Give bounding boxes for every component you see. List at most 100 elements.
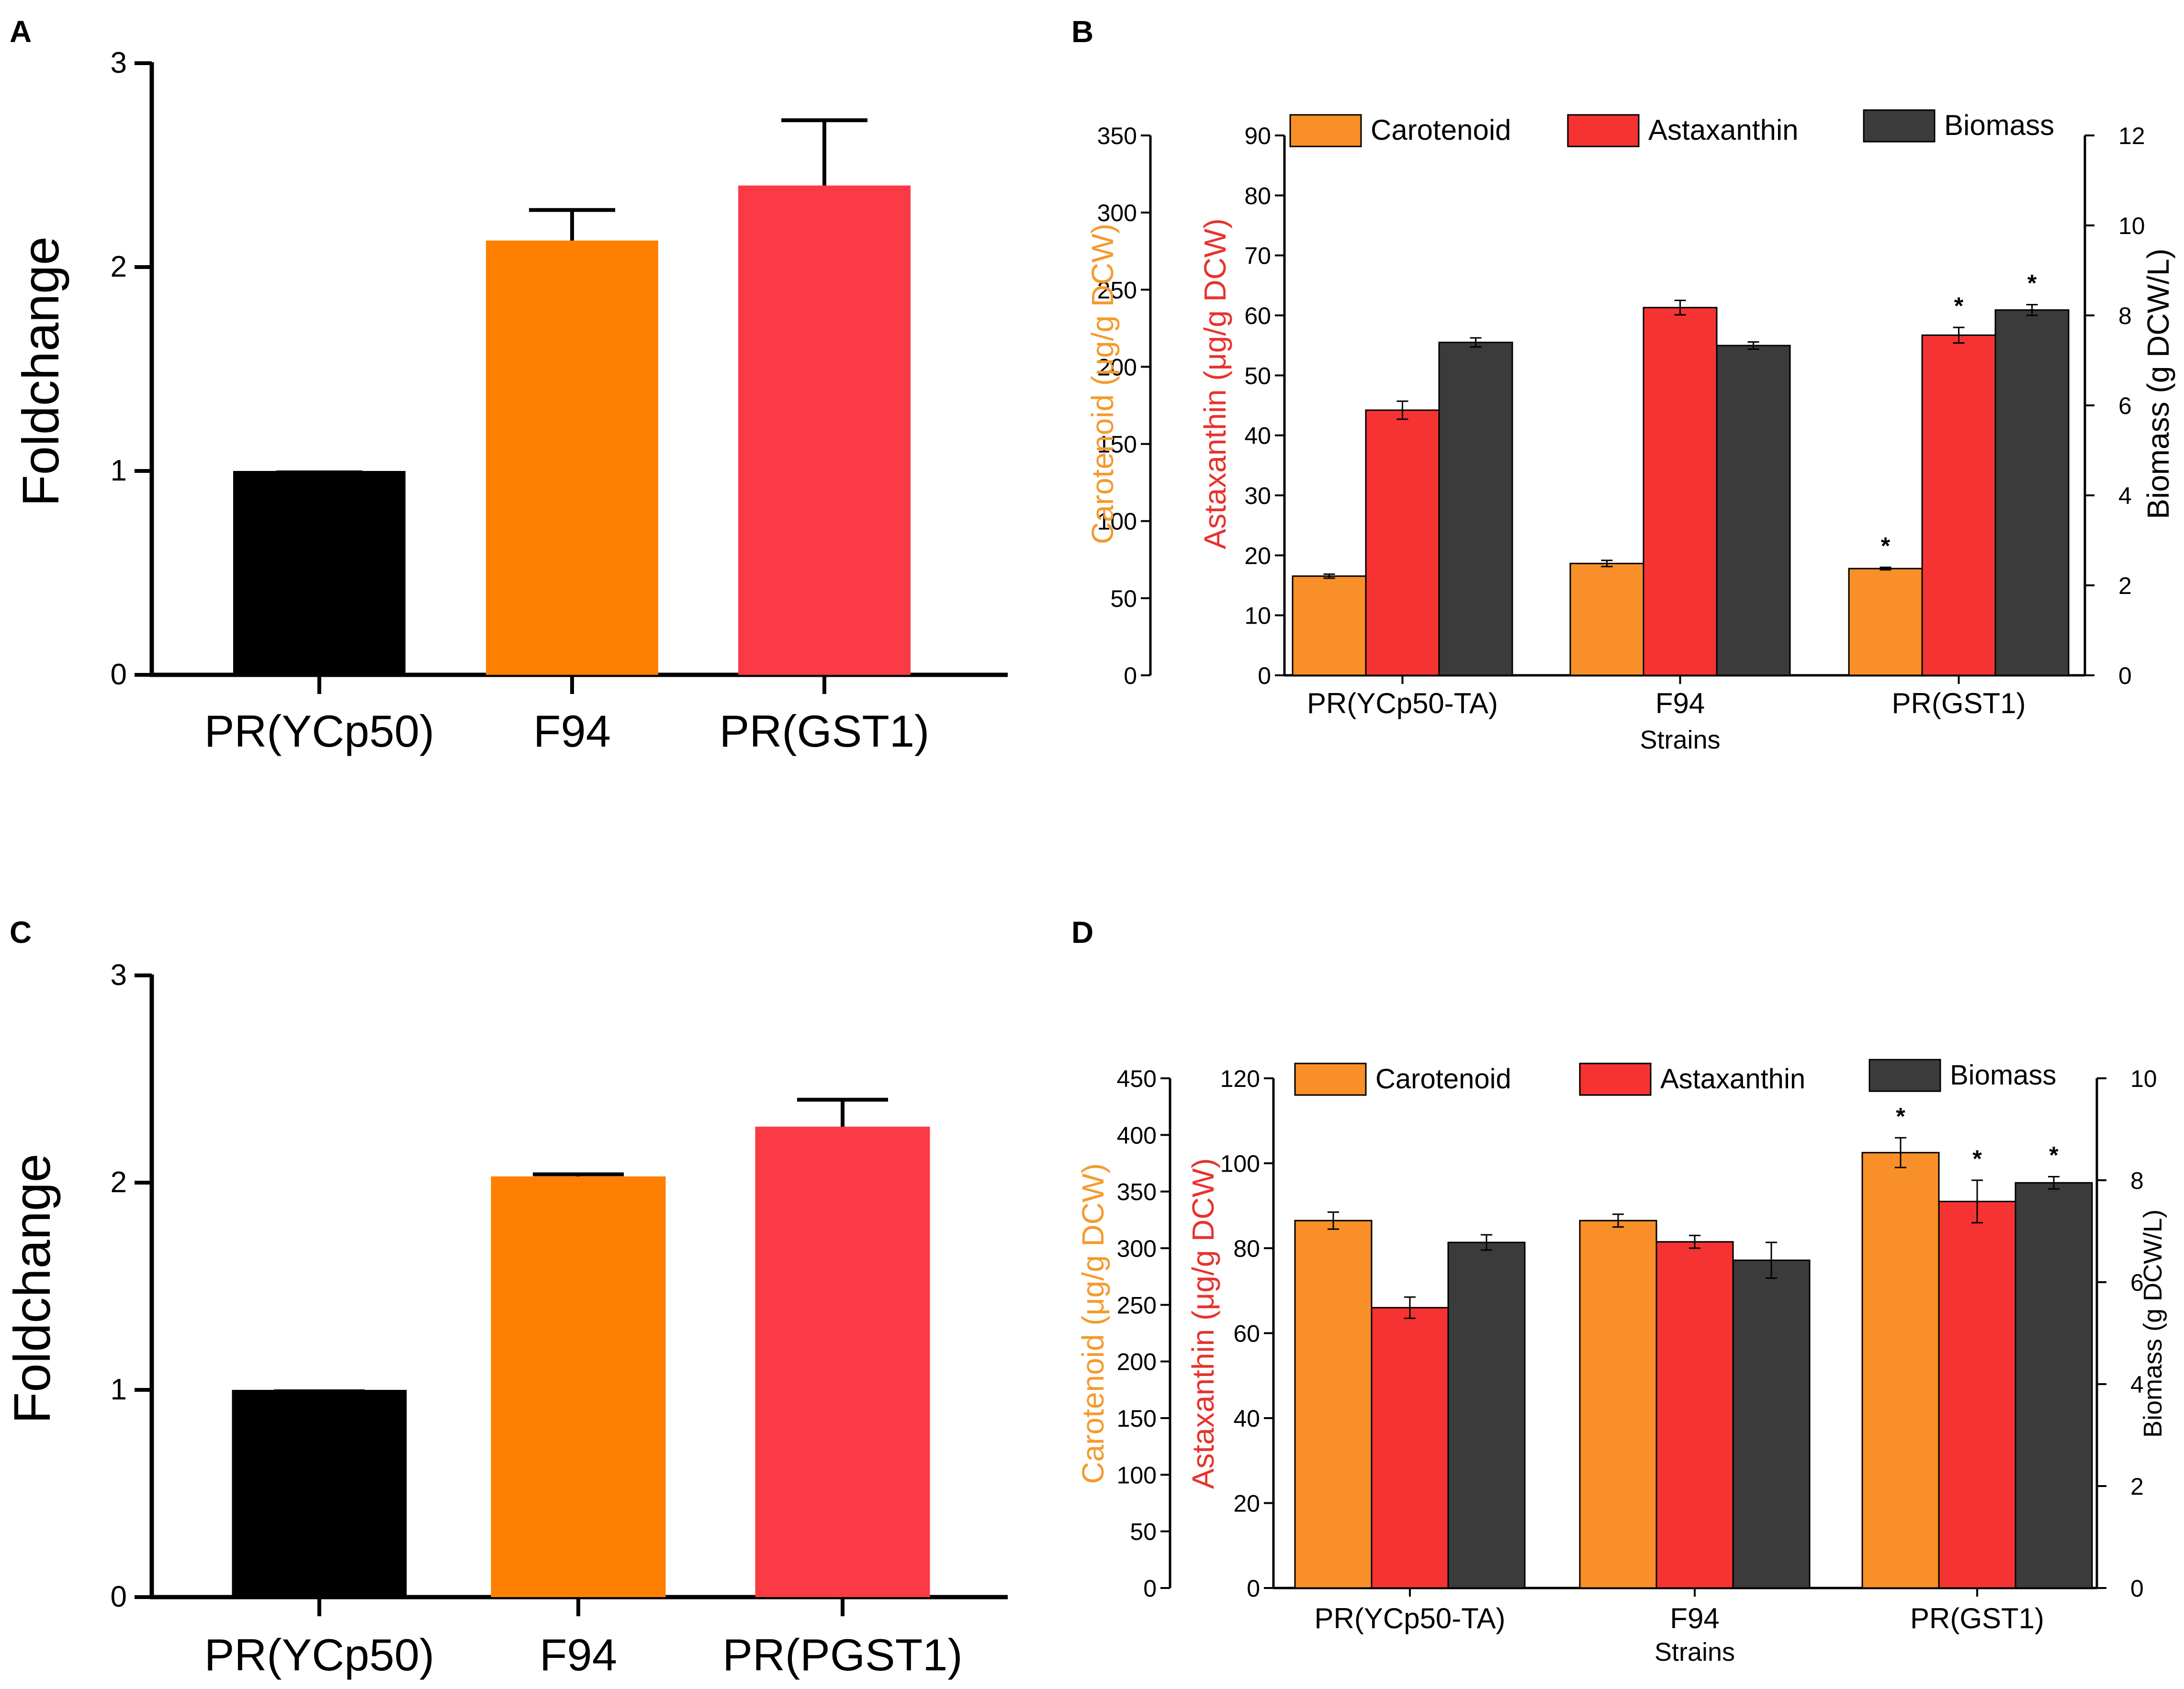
y-tick-label: 3 — [111, 46, 127, 79]
legend-swatch-carotenoid — [1294, 1063, 1367, 1096]
bar-astaxanthin-2 — [1921, 334, 1996, 676]
astaxanthin-axis-tick-label: 70 — [1244, 243, 1271, 269]
legend-swatch-carotenoid — [1289, 114, 1362, 147]
legend-swatch-astaxanthin — [1567, 114, 1640, 147]
y-axis-label: Foldchange — [3, 1153, 61, 1423]
carotenoid-axis-tick-label: 200 — [1117, 1349, 1157, 1376]
bar-carotenoid-0 — [1292, 575, 1367, 676]
bar-1 — [486, 240, 658, 675]
astaxanthin-axis-tick-label: 80 — [1233, 1235, 1260, 1262]
panel-c: C 0 1 2 3 Foldchange PR(YCp50) F94 PR(PGST1) — [3, 915, 1008, 1680]
bar-biomass-2 — [1994, 309, 2070, 676]
bar-biomass-2 — [2015, 1182, 2093, 1589]
astaxanthin-axis-tick-label: 50 — [1244, 362, 1271, 389]
legend-swatch-biomass — [1863, 109, 1936, 143]
x-tick-label: PR(YCp50) — [204, 706, 435, 756]
biomass-axis-tick-label: 8 — [2130, 1167, 2144, 1194]
bar-1 — [491, 1176, 666, 1597]
carotenoid-axis-tick-label: 150 — [1097, 431, 1137, 458]
carotenoid-axis-tick-label: 200 — [1097, 354, 1137, 380]
significance-marker: * — [1972, 1145, 1982, 1172]
legend-swatch-biomass — [1869, 1059, 1941, 1092]
astaxanthin-axis-tick-label: 20 — [1244, 542, 1271, 569]
x-tick-label: PR(YCp50-TA) — [1307, 687, 1498, 719]
carotenoid-axis-tick-label: 50 — [1130, 1519, 1157, 1545]
legend-label-carotenoid: Carotenoid — [1371, 114, 1511, 146]
carotenoid-axis-tick-label: 250 — [1097, 277, 1137, 303]
legend-swatch-astaxanthin — [1579, 1063, 1652, 1096]
bar-biomass-0 — [1447, 1242, 1526, 1589]
legend-label-carotenoid: Carotenoid — [1375, 1063, 1511, 1095]
biomass-axis-tick-label: 6 — [2118, 392, 2132, 419]
carotenoid-axis-tick-label: 50 — [1110, 585, 1137, 612]
carotenoid-axis-tick-label: 300 — [1117, 1235, 1157, 1262]
y-tick-label: 0 — [111, 1580, 127, 1613]
biomass-axis-title: Biomass (g DCW/L) — [2139, 1209, 2167, 1438]
carotenoid-axis-tick-label: 100 — [1097, 508, 1137, 535]
bar-astaxanthin-0 — [1365, 409, 1440, 676]
significance-marker: * — [2027, 269, 2037, 296]
biomass-axis-tick-label: 2 — [2130, 1473, 2144, 1500]
biomass-axis-tick-label: 0 — [2118, 662, 2132, 689]
biomass-axis-tick-label: 10 — [2118, 213, 2145, 239]
panel-letter: B — [1071, 14, 1093, 49]
biomass-axis-title: Biomass (g DCW/L) — [2141, 248, 2175, 519]
x-axis-title: Strains — [1640, 726, 1720, 754]
carotenoid-axis-tick-label: 0 — [1124, 662, 1137, 689]
x-tick-label: PR(YCp50) — [204, 1630, 435, 1680]
significance-marker: * — [1881, 532, 1891, 559]
biomass-axis-tick-label: 4 — [2130, 1371, 2144, 1398]
carotenoid-axis-tick-label: 100 — [1117, 1462, 1157, 1488]
biomass-axis-tick-label: 10 — [2130, 1065, 2157, 1092]
legend-label-astaxanthin: Astaxanthin — [1660, 1063, 1805, 1095]
astaxanthin-axis-tick-label: 0 — [1247, 1575, 1260, 1602]
carotenoid-axis-tick-label: 0 — [1143, 1575, 1157, 1602]
carotenoid-axis-tick-label: 450 — [1117, 1065, 1157, 1092]
bar-biomass-1 — [1732, 1259, 1811, 1589]
astaxanthin-axis-tick-label: 40 — [1233, 1405, 1260, 1432]
significance-marker: * — [1954, 292, 1964, 319]
carotenoid-axis-tick-label: 350 — [1097, 123, 1137, 149]
panel-b: B050100150200250300350010203040506070809… — [1071, 14, 2175, 754]
astaxanthin-axis-tick-label: 100 — [1220, 1151, 1260, 1177]
astaxanthin-axis-tick-label: 40 — [1244, 423, 1271, 449]
bar-carotenoid-0 — [1294, 1219, 1373, 1589]
carotenoid-axis-tick-label: 350 — [1117, 1179, 1157, 1206]
panel-letter: C — [10, 915, 32, 950]
carotenoid-axis-tick-label: 400 — [1117, 1122, 1157, 1149]
biomass-axis-tick-label: 8 — [2118, 302, 2132, 329]
y-tick-label: 3 — [111, 959, 127, 992]
astaxanthin-axis-tick-label: 120 — [1220, 1065, 1260, 1092]
astaxanthin-axis-tick-label: 80 — [1244, 182, 1271, 209]
x-tick-label: PR(GST1) — [1910, 1602, 2044, 1634]
significance-marker: * — [1896, 1103, 1905, 1130]
biomass-axis-tick-label: 12 — [2118, 123, 2145, 149]
biomass-axis-tick-label: 6 — [2130, 1269, 2144, 1296]
y-tick-label: 2 — [111, 250, 127, 283]
astaxanthin-axis-tick-label: 20 — [1233, 1490, 1260, 1517]
astaxanthin-axis-tick-label: 60 — [1233, 1320, 1260, 1347]
bar-astaxanthin-0 — [1371, 1307, 1449, 1589]
x-tick-label: PR(YCp50-TA) — [1315, 1602, 1506, 1634]
x-tick-label: PR(GST1) — [720, 706, 930, 756]
bar-carotenoid-1 — [1569, 562, 1644, 676]
bar-astaxanthin-2 — [1938, 1200, 2016, 1589]
significance-marker: * — [2049, 1142, 2059, 1169]
bar-2 — [738, 185, 911, 675]
bar-biomass-1 — [1716, 345, 1791, 676]
panel-a: A 0 1 2 3 Foldchange PR(YCp50) F94 PR(GST1) — [10, 14, 1008, 756]
x-tick-label: F94 — [1670, 1602, 1719, 1634]
y-tick-label: 1 — [111, 454, 127, 487]
legend-label-astaxanthin: Astaxanthin — [1648, 114, 1799, 146]
bar-biomass-0 — [1438, 341, 1513, 676]
astaxanthin-axis-tick-label: 90 — [1244, 123, 1271, 149]
astaxanthin-axis-title: Astaxanthin (μg/g DCW) — [1186, 1158, 1220, 1489]
panel-d: D050100150200250300350400450020406080100… — [1071, 915, 2167, 1667]
panel-letter: A — [10, 14, 32, 49]
bar-0 — [233, 471, 405, 675]
biomass-axis-tick-label: 4 — [2118, 482, 2132, 509]
x-axis-title: Strains — [1655, 1638, 1735, 1667]
panel-letter: D — [1071, 915, 1093, 950]
bar-astaxanthin-1 — [1643, 307, 1718, 676]
